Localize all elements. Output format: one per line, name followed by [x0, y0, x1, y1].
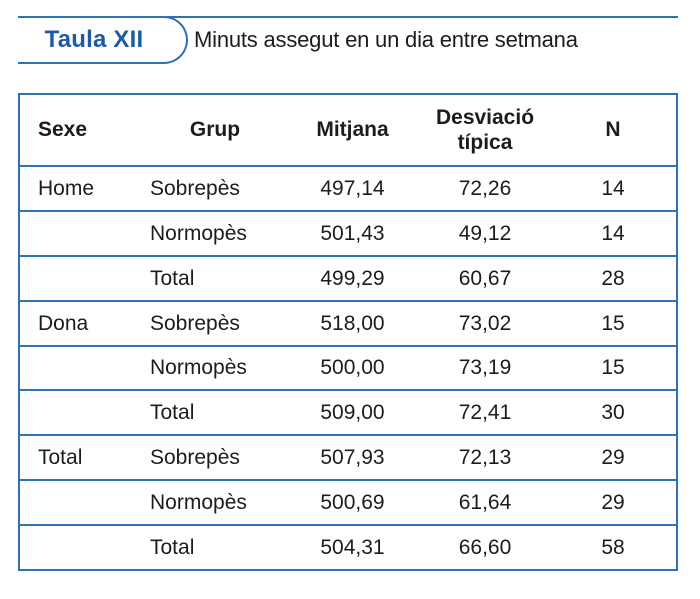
- table-row: Total 509,00 72,41 30: [20, 389, 676, 434]
- table-row: Total 499,29 60,67 28: [20, 254, 676, 300]
- cell-mitjana: 518,00: [320, 311, 385, 335]
- table-row: Dona Sobrepès 518,00 73,02 15: [20, 299, 676, 345]
- cell-n: 29: [601, 491, 625, 515]
- column-header-mitjana: Mitjana: [316, 118, 389, 142]
- cell-desviacio-tipica: 66,60: [458, 536, 512, 560]
- cell-n: 14: [601, 176, 625, 200]
- cell-grup: Normopès: [150, 491, 247, 515]
- cell-desviacio-tipica: 61,64: [458, 491, 512, 515]
- column-header-n: N: [605, 118, 621, 142]
- column-header-grup: Grup: [189, 118, 241, 142]
- table-title: Minuts assegut en un dia entre setmana: [194, 27, 578, 52]
- cell-mitjana: 497,14: [320, 176, 385, 200]
- cell-desviacio-tipica: 72,13: [458, 446, 512, 470]
- cell-desviacio-tipica: 73,02: [458, 311, 512, 335]
- cell-n: 28: [601, 266, 625, 290]
- table-row: Normopès 500,69 61,64 29: [20, 479, 676, 524]
- table-row: Normopès 500,00 73,19 15: [20, 344, 676, 390]
- cell-n: 15: [601, 356, 625, 380]
- cell-n: 14: [601, 221, 625, 245]
- cell-mitjana: 507,93: [320, 446, 385, 470]
- cell-sexe: Dona: [38, 311, 89, 335]
- table-row: Total 504,31 66,60 58: [20, 524, 676, 569]
- cell-desviacio-tipica: 49,12: [458, 221, 512, 245]
- cell-grup: Normopès: [150, 221, 247, 245]
- cell-sexe: Home: [38, 176, 95, 200]
- cell-grup: Total: [150, 536, 195, 560]
- cell-grup: Sobrepès: [150, 176, 240, 200]
- cell-desviacio-tipica: 73,19: [458, 356, 512, 380]
- table-header-row: Sexe Grup Mitjana Desviació típica N: [20, 95, 676, 165]
- cell-n: 30: [601, 401, 625, 425]
- column-header-desviacio-tipica: Desviació típica: [420, 105, 550, 155]
- cell-desviacio-tipica: 60,67: [458, 266, 512, 290]
- cell-n: 58: [601, 536, 625, 560]
- cell-desviacio-tipica: 72,26: [458, 176, 512, 200]
- cell-grup: Normopès: [150, 356, 247, 380]
- cell-grup: Total: [150, 401, 195, 425]
- cell-grup: Sobrepès: [150, 446, 240, 470]
- cell-mitjana: 500,69: [320, 491, 385, 515]
- table-row: Normopès 501,43 49,12 14: [20, 209, 676, 255]
- cell-n: 29: [601, 446, 625, 470]
- cell-desviacio-tipica: 72,41: [458, 401, 512, 425]
- column-header-sexe: Sexe: [38, 118, 88, 142]
- cell-mitjana: 504,31: [320, 536, 385, 560]
- column-header-desviacio-line1: Desviació: [435, 105, 535, 129]
- column-header-desviacio-line2: típica: [457, 131, 513, 154]
- cell-mitjana: 509,00: [320, 401, 385, 425]
- cell-grup: Total: [150, 266, 195, 290]
- table-number-label: Taula XII: [44, 26, 144, 53]
- cell-mitjana: 500,00: [320, 356, 385, 380]
- cell-n: 15: [601, 311, 625, 335]
- statistics-table: Sexe Grup Mitjana Desviació típica N Hom…: [18, 93, 678, 571]
- cell-sexe: Total: [38, 446, 83, 470]
- cell-mitjana: 499,29: [320, 266, 385, 290]
- cell-mitjana: 501,43: [320, 221, 385, 245]
- table-row: Home Sobrepès 497,14 72,26 14: [20, 165, 676, 210]
- table-number-badge: Taula XII: [18, 16, 188, 64]
- table-row: Total Sobrepès 507,93 72,13 29: [20, 434, 676, 479]
- header-rule-line: [18, 16, 678, 18]
- cell-grup: Sobrepès: [150, 311, 240, 335]
